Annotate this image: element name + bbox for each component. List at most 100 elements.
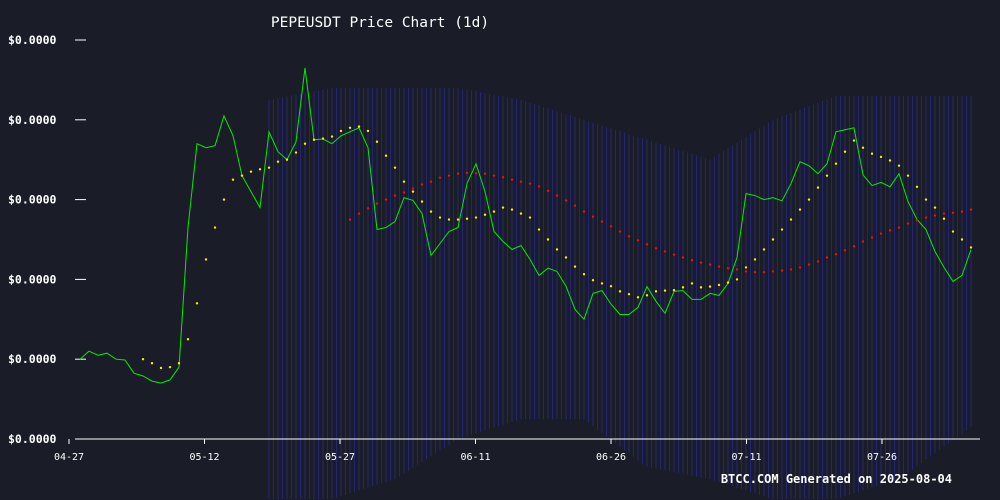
short-ma-point	[159, 366, 163, 370]
short-ma-point	[177, 361, 181, 365]
long-ma-point	[582, 210, 586, 213]
short-ma-point	[393, 166, 397, 169]
short-ma-point	[267, 166, 271, 169]
short-ma-point	[510, 208, 514, 211]
bollinger-band	[268, 87, 972, 499]
short-ma-point	[474, 216, 478, 219]
short-ma-point	[501, 206, 505, 209]
long-ma-point	[591, 215, 595, 218]
long-ma-point	[420, 183, 424, 186]
short-ma-point	[789, 218, 793, 221]
long-ma-point	[888, 229, 892, 232]
long-ma-point	[717, 265, 721, 268]
short-ma-point	[411, 190, 415, 193]
short-ma-point	[861, 146, 865, 149]
long-ma-point	[447, 174, 451, 177]
short-ma-point	[438, 216, 442, 219]
short-ma-point	[321, 137, 325, 140]
short-ma-point	[330, 135, 334, 138]
short-ma-point	[798, 208, 802, 211]
short-ma-point	[150, 361, 154, 365]
short-ma-point	[672, 288, 676, 292]
short-ma-point	[231, 178, 235, 181]
x-tick-label: 04-27	[54, 452, 84, 463]
x-tick-label: 07-11	[731, 452, 761, 463]
short-ma-point	[915, 185, 919, 189]
short-ma-point	[339, 129, 343, 133]
short-ma-point	[258, 168, 262, 171]
generated-footer: BTCC.COM Generated on 2025-08-04	[721, 472, 952, 486]
short-ma-point	[249, 170, 253, 173]
long-ma-point	[753, 271, 757, 274]
short-ma-point	[888, 159, 892, 162]
axes: $0.0000 $0.0000 $0.0000 $0.0000 $0.0000 $0.00…	[8, 33, 980, 463]
long-ma-point	[906, 222, 910, 225]
short-ma-point	[366, 129, 370, 133]
short-ma-point	[357, 125, 361, 128]
short-ma-point	[870, 152, 874, 155]
long-ma-point	[438, 176, 442, 179]
long-ma-point	[861, 240, 865, 243]
long-ma-point	[798, 266, 802, 269]
short-ma-point	[213, 226, 217, 229]
long-ma-point	[366, 207, 370, 210]
long-ma-point	[627, 235, 631, 238]
y-tick-label: $0.0000	[8, 33, 57, 47]
short-ma-point	[528, 216, 532, 219]
long-ma-point	[744, 270, 748, 273]
long-ma-point	[348, 218, 352, 221]
short-ma-point	[654, 290, 658, 293]
short-ma-point	[960, 238, 964, 241]
short-ma-point	[699, 286, 703, 289]
short-ma-point	[762, 248, 766, 251]
long-ma-point	[708, 263, 712, 266]
short-ma-point	[591, 278, 595, 282]
short-ma-point	[564, 256, 568, 259]
short-ma-point	[807, 198, 811, 201]
short-ma-point	[186, 338, 190, 341]
short-ma-point	[222, 198, 226, 201]
short-ma-point	[609, 284, 613, 288]
long-ma-point	[465, 171, 469, 175]
series	[79, 67, 973, 384]
y-tick-label: $0.0000	[8, 352, 57, 366]
short-ma-point	[897, 164, 901, 167]
short-ma-point	[420, 200, 424, 203]
long-ma-point	[456, 172, 460, 175]
short-ma-point	[276, 160, 280, 163]
short-ma-point	[690, 282, 694, 285]
long-ma-point	[375, 202, 379, 205]
short-ma-point	[834, 162, 838, 165]
long-ma-point	[555, 194, 559, 197]
long-ma-point	[834, 253, 838, 256]
short-ma-point	[537, 228, 541, 231]
long-ma-point	[672, 253, 676, 256]
short-ma-point	[555, 248, 559, 251]
short-ma-point	[465, 217, 469, 220]
short-ma-point	[816, 186, 820, 189]
long-ma-point	[771, 270, 775, 273]
short-ma-point	[735, 278, 739, 281]
long-ma-point	[681, 256, 685, 259]
long-ma-point	[600, 220, 604, 223]
short-ma-point	[780, 228, 784, 231]
long-ma-point	[663, 250, 667, 253]
long-ma-point	[510, 178, 514, 181]
short-ma-point	[573, 265, 577, 268]
short-ma-point	[303, 142, 307, 145]
long-ma-point	[726, 267, 730, 270]
long-ma-point	[357, 212, 361, 215]
chart-title: PEPEUSDT Price Chart (1d)	[271, 15, 489, 31]
long-ma-point	[870, 236, 874, 239]
short-ma-point	[843, 150, 847, 153]
long-ma-point	[474, 172, 478, 175]
long-ma-point	[609, 225, 613, 228]
x-tick-label: 06-11	[460, 452, 490, 463]
long-ma-point	[636, 239, 640, 242]
long-ma-point	[546, 189, 550, 193]
short-ma-point	[600, 282, 604, 285]
short-ma-point	[492, 210, 496, 213]
long-ma-point	[933, 214, 937, 217]
long-ma-point	[690, 259, 694, 262]
